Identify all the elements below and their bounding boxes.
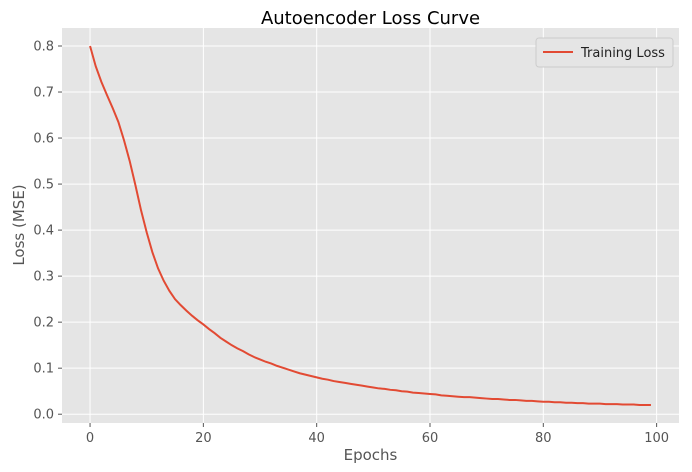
x-tick-label: 0 [86,431,94,446]
x-tick-label: 100 [644,431,669,446]
y-tick-label: 0.3 [33,270,54,285]
x-tick-label: 60 [422,431,439,446]
legend-label: Training Loss [580,46,665,61]
y-tick-label: 0.0 [33,408,54,423]
grid [62,28,679,423]
plot-background [62,28,679,423]
x-axis-label: Epochs [344,446,398,464]
legend-box [535,37,674,68]
y-tick-label: 0.4 [33,224,54,239]
y-tick-label: 0.7 [33,86,54,101]
chart-title: Autoencoder Loss Curve [261,8,480,29]
y-tick-label: 0.2 [33,316,54,331]
y-tick-label: 0.5 [33,178,54,193]
legend: Training Loss [535,37,674,68]
x-axis-ticks: 0 20 40 60 80 100 [86,423,669,446]
x-tick-label: 20 [195,431,212,446]
y-tick-label: 0.8 [33,39,54,54]
y-tick-label: 0.6 [33,132,54,147]
y-axis-label: Loss (MSE) [10,184,28,265]
x-tick-label: 80 [535,431,552,446]
y-axis-ticks: 0.0 0.1 0.2 0.3 0.4 0.5 0.6 0.7 0.8 [33,39,62,423]
y-tick-label: 0.1 [33,362,54,377]
training-loss-line [89,45,651,406]
x-tick-label: 40 [308,431,325,446]
